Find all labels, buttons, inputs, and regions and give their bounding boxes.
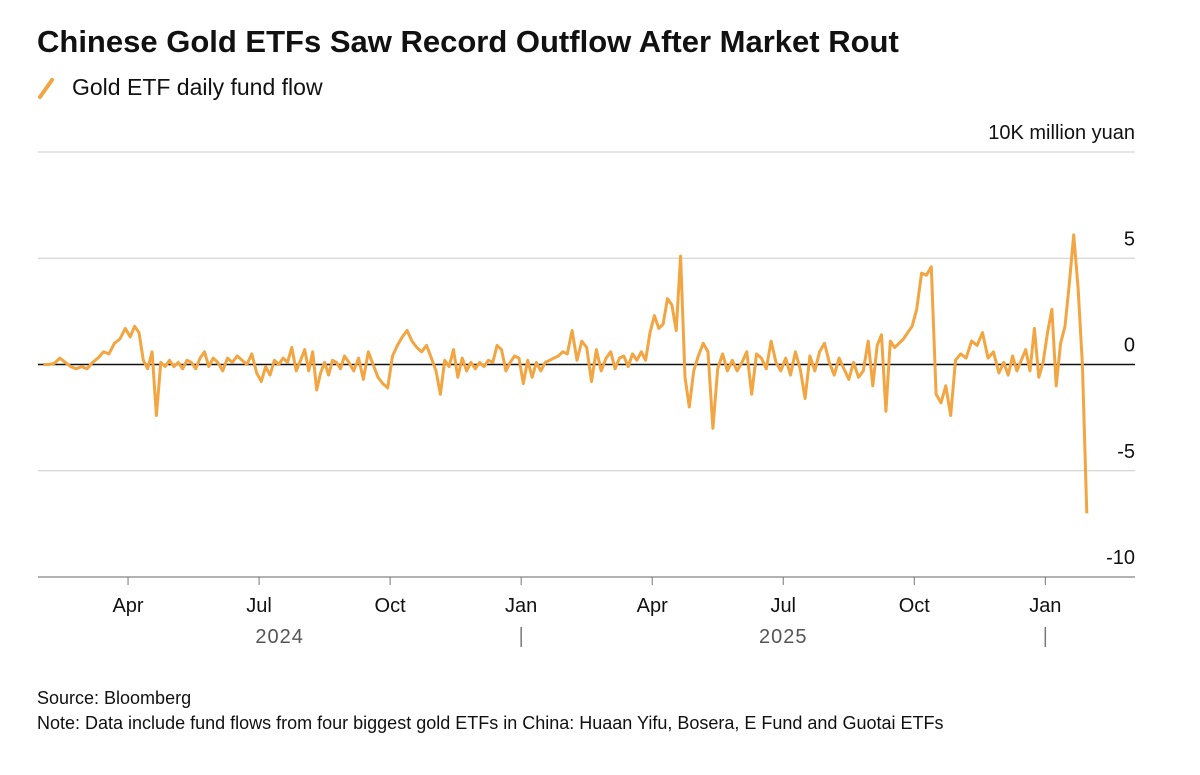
x-tick-label: Apr (112, 595, 143, 617)
chart-title: Chinese Gold ETFs Saw Record Outflow Aft… (37, 24, 899, 59)
y-axis-label: 10K million yuan (988, 122, 1135, 144)
year-label: 2025 (759, 626, 808, 648)
legend-swatch (38, 78, 54, 99)
x-tick-label: Jan (1029, 595, 1061, 617)
x-tick-label: Jul (246, 595, 272, 617)
y-tick-label: 5 (1124, 228, 1135, 250)
y-tick-label: 0 (1124, 335, 1135, 357)
y-tick-label: -5 (1117, 441, 1135, 463)
x-tick-label: Apr (637, 595, 668, 617)
x-tick-label: Jul (770, 595, 796, 617)
y-tick-label: -10 (1106, 547, 1135, 569)
year-label: 2024 (255, 626, 304, 648)
x-tick-label: Jan (505, 595, 537, 617)
x-tick-label: Oct (375, 595, 407, 617)
note: Note: Data include fund flows from four … (37, 713, 944, 733)
chart: Chinese Gold ETFs Saw Record Outflow Aft… (37, 24, 1135, 648)
data-line (43, 233, 1089, 514)
legend-label: Gold ETF daily fund flow (72, 74, 323, 100)
x-tick-label: Oct (899, 595, 931, 617)
source: Source: Bloomberg (37, 688, 192, 708)
